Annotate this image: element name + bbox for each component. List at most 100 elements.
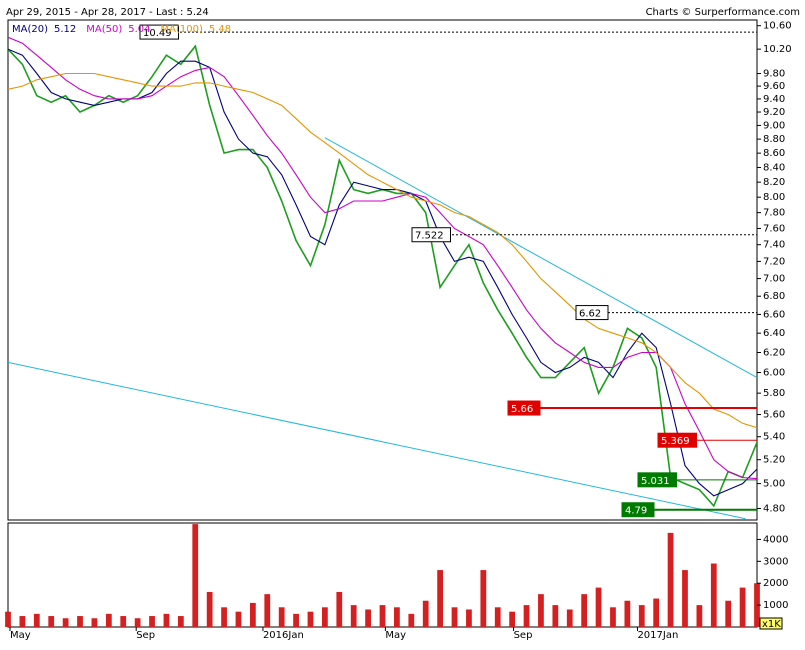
y-tick-label: 6.00	[763, 367, 785, 378]
legend-value: 5.48	[209, 24, 231, 35]
volume-unit: x1K	[762, 619, 781, 630]
volume-bar	[33, 613, 40, 627]
volume-bar	[451, 607, 458, 627]
ma-line	[8, 72, 757, 429]
y-tick-label: 8.60	[763, 148, 785, 159]
ma-line	[8, 36, 757, 480]
trend-line	[324, 137, 757, 379]
legend-value: 5.04	[128, 24, 150, 35]
volume-bar	[336, 591, 343, 627]
volume-bar	[509, 611, 516, 627]
x-tick-label: Sep	[136, 630, 155, 641]
price-panel	[7, 19, 758, 521]
volume-bar	[394, 607, 400, 627]
volume-bar	[653, 598, 660, 627]
y-tick-label: 6.60	[763, 309, 785, 320]
plot	[8, 36, 757, 520]
volume-bar	[365, 609, 371, 627]
source: Charts © Surperformance.com	[646, 7, 800, 18]
volume-bar	[163, 613, 170, 627]
volume-tick-label: 2000	[763, 578, 788, 589]
volume-bar	[667, 532, 674, 627]
volume-bar	[437, 570, 443, 627]
volume-bar	[624, 600, 631, 627]
x-tick-label: 2017Jan	[637, 630, 678, 641]
volume-bar	[293, 613, 299, 627]
level-label: 7.522	[415, 231, 444, 242]
volume-bar	[177, 616, 184, 627]
y-tick-label: 8.40	[763, 162, 785, 173]
volume-bar	[379, 605, 386, 627]
volume-bar	[105, 613, 112, 627]
level-box	[657, 432, 697, 448]
level-label: 4.79	[625, 506, 647, 517]
level-label: 6.62	[579, 309, 601, 320]
y-tick-label: 7.00	[763, 274, 785, 285]
level-box	[637, 472, 677, 488]
volume-bar	[62, 618, 69, 627]
volume-bar	[480, 570, 487, 627]
volume-bar	[581, 594, 588, 627]
volume-bar	[538, 594, 544, 627]
level-box	[575, 305, 609, 321]
volume-bar	[566, 609, 573, 627]
volume-bar	[696, 605, 703, 627]
volume-bar	[120, 616, 127, 627]
volume-bar	[422, 600, 429, 627]
legend-name: MA(20)	[12, 24, 48, 35]
subtitle: Apr 29, 2015 - Apr 28, 2017 - Last : 5.2…	[6, 7, 209, 18]
y-tick-label: 8.20	[763, 177, 785, 188]
level-label: 5.66	[511, 404, 533, 415]
volume-bar	[494, 607, 501, 627]
y-tick-label: 6.80	[763, 291, 785, 302]
volume-bar	[638, 605, 645, 627]
volume-bar	[523, 605, 530, 627]
y-tick-label: 7.80	[763, 208, 785, 219]
volume-bar	[350, 605, 357, 627]
volume-bar	[134, 618, 141, 627]
volume-bar	[91, 618, 98, 627]
volume-bar	[595, 587, 602, 627]
level-label: 10.49	[143, 28, 172, 39]
volume-bar	[221, 607, 227, 627]
y-tick-label: 5.00	[763, 479, 785, 490]
x-tick-label: 2016Jan	[263, 630, 304, 641]
volume-bar	[307, 611, 314, 627]
volume-bar	[739, 587, 746, 627]
y-tick-label: 6.20	[763, 348, 785, 359]
x-tick-label: May	[385, 630, 406, 641]
level-box	[507, 400, 541, 416]
y-tick-label: 9.80	[763, 69, 785, 80]
volume-bar	[682, 570, 688, 627]
y-tick-label: 4.80	[763, 503, 785, 514]
volume-bar	[725, 600, 732, 627]
legend-name: MA(100)	[161, 24, 203, 35]
y-tick-label: 7.20	[763, 256, 785, 267]
unit-box	[759, 617, 783, 630]
level-box	[411, 227, 451, 243]
legend-value: 5.12	[54, 24, 76, 35]
volume-bar	[264, 594, 271, 627]
volume-bar	[278, 607, 285, 627]
volume-bar	[192, 524, 199, 627]
y-tick-label: 7.40	[763, 240, 785, 251]
y-tick-label: 5.40	[763, 432, 785, 443]
y-tick-label: 6.40	[763, 328, 785, 339]
y-tick-label: 5.80	[763, 388, 785, 399]
volume-tick-label: 4000	[763, 534, 788, 545]
y-tick-label: 7.60	[763, 223, 785, 234]
y-tick-label: 10.20	[763, 44, 792, 55]
volume-bar	[206, 591, 213, 627]
y-tick-label: 5.20	[763, 455, 785, 466]
y-tick-label: 9.20	[763, 107, 785, 118]
y-tick-label: 5.60	[763, 410, 785, 421]
x-tick-label: May	[10, 630, 31, 641]
level-label: 5.369	[661, 436, 690, 447]
volume-bar	[249, 602, 256, 627]
volume-bar	[19, 616, 26, 627]
volume-bar	[466, 609, 472, 627]
volume-bar	[552, 605, 559, 627]
y-tick-label: 9.40	[763, 94, 785, 105]
trend-line	[8, 361, 746, 520]
